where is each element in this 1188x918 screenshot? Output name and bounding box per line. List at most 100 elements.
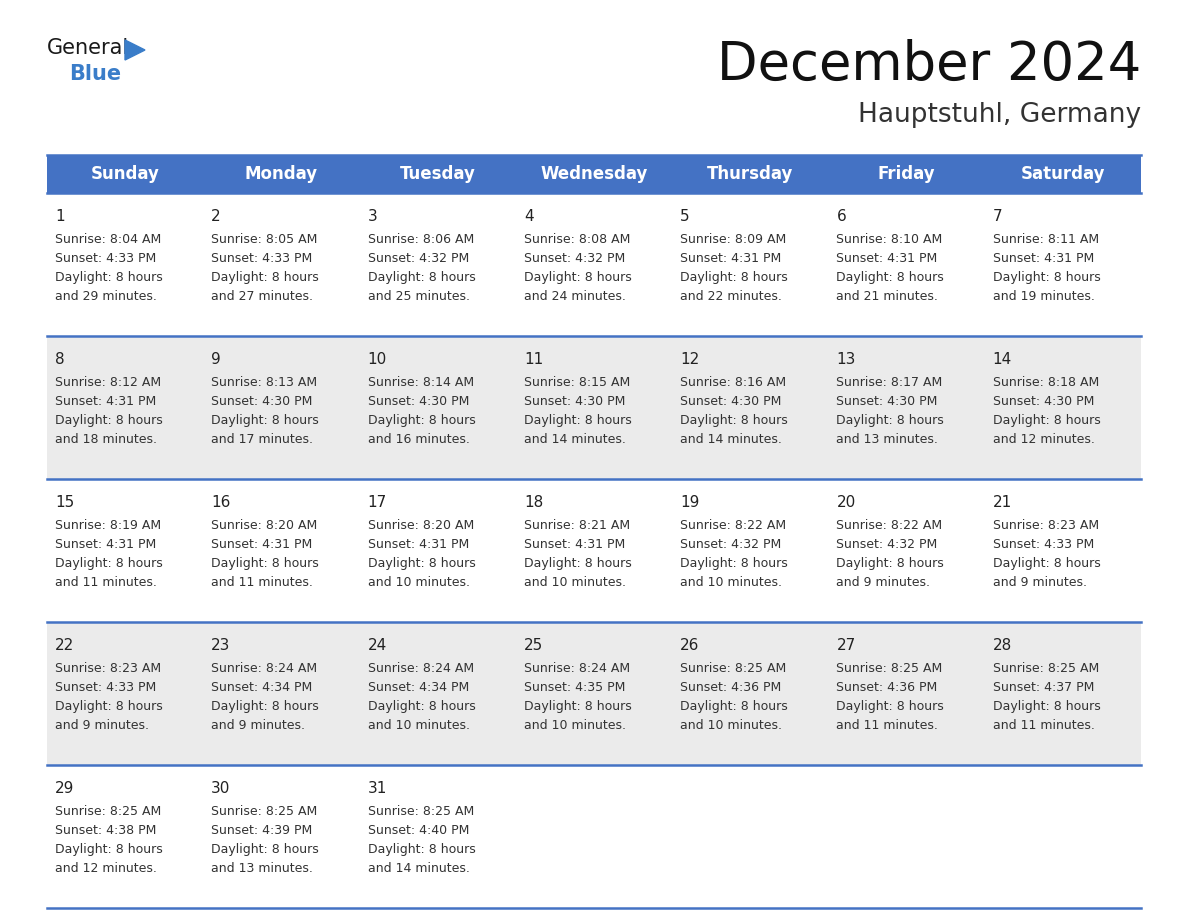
- Text: Sunset: 4:31 PM: Sunset: 4:31 PM: [211, 538, 312, 551]
- Text: and 14 minutes.: and 14 minutes.: [681, 433, 782, 446]
- Bar: [48, 622, 1140, 765]
- Text: Daylight: 8 hours: Daylight: 8 hours: [993, 271, 1100, 284]
- Text: Daylight: 8 hours: Daylight: 8 hours: [55, 414, 163, 427]
- Text: Daylight: 8 hours: Daylight: 8 hours: [836, 271, 944, 284]
- Text: and 13 minutes.: and 13 minutes.: [211, 862, 314, 875]
- Text: Sunrise: 8:25 AM: Sunrise: 8:25 AM: [211, 805, 317, 818]
- Text: 1: 1: [55, 209, 64, 224]
- Text: Daylight: 8 hours: Daylight: 8 hours: [211, 414, 320, 427]
- Text: and 10 minutes.: and 10 minutes.: [367, 719, 469, 732]
- Text: General: General: [48, 38, 129, 58]
- Text: Sunset: 4:31 PM: Sunset: 4:31 PM: [993, 252, 1094, 265]
- Text: Daylight: 8 hours: Daylight: 8 hours: [55, 557, 163, 570]
- Text: 10: 10: [367, 352, 387, 367]
- Text: Daylight: 8 hours: Daylight: 8 hours: [681, 700, 788, 713]
- Text: 26: 26: [681, 638, 700, 653]
- Text: Sunrise: 8:04 AM: Sunrise: 8:04 AM: [55, 233, 162, 246]
- Text: and 9 minutes.: and 9 minutes.: [211, 719, 305, 732]
- Text: and 10 minutes.: and 10 minutes.: [681, 719, 782, 732]
- Text: Sunset: 4:31 PM: Sunset: 4:31 PM: [524, 538, 625, 551]
- Text: Sunrise: 8:21 AM: Sunrise: 8:21 AM: [524, 519, 630, 532]
- Text: and 9 minutes.: and 9 minutes.: [993, 576, 1087, 589]
- Bar: [48, 336, 1140, 479]
- Text: 22: 22: [55, 638, 74, 653]
- Text: and 12 minutes.: and 12 minutes.: [55, 862, 157, 875]
- Text: Sunrise: 8:13 AM: Sunrise: 8:13 AM: [211, 376, 317, 389]
- Text: Daylight: 8 hours: Daylight: 8 hours: [211, 700, 320, 713]
- Text: 8: 8: [55, 352, 64, 367]
- Text: Sunrise: 8:22 AM: Sunrise: 8:22 AM: [836, 519, 942, 532]
- Text: 17: 17: [367, 495, 387, 510]
- Text: and 10 minutes.: and 10 minutes.: [681, 576, 782, 589]
- Text: Sunset: 4:40 PM: Sunset: 4:40 PM: [367, 824, 469, 837]
- Text: Blue: Blue: [69, 64, 121, 84]
- Polygon shape: [125, 40, 145, 60]
- Text: and 10 minutes.: and 10 minutes.: [524, 719, 626, 732]
- Text: Sunrise: 8:15 AM: Sunrise: 8:15 AM: [524, 376, 630, 389]
- Text: Wednesday: Wednesday: [541, 165, 647, 183]
- Text: Sunrise: 8:25 AM: Sunrise: 8:25 AM: [993, 662, 1099, 675]
- Text: Friday: Friday: [878, 165, 935, 183]
- Text: Sunrise: 8:17 AM: Sunrise: 8:17 AM: [836, 376, 943, 389]
- Text: 24: 24: [367, 638, 387, 653]
- Text: Sunset: 4:39 PM: Sunset: 4:39 PM: [211, 824, 312, 837]
- Text: Sunset: 4:36 PM: Sunset: 4:36 PM: [681, 681, 782, 694]
- Text: Daylight: 8 hours: Daylight: 8 hours: [55, 700, 163, 713]
- Text: 18: 18: [524, 495, 543, 510]
- Text: Sunset: 4:30 PM: Sunset: 4:30 PM: [836, 395, 937, 408]
- Text: Daylight: 8 hours: Daylight: 8 hours: [681, 414, 788, 427]
- Text: Sunrise: 8:11 AM: Sunrise: 8:11 AM: [993, 233, 1099, 246]
- Text: Daylight: 8 hours: Daylight: 8 hours: [211, 843, 320, 856]
- Text: 28: 28: [993, 638, 1012, 653]
- Text: Daylight: 8 hours: Daylight: 8 hours: [211, 557, 320, 570]
- Text: Sunrise: 8:25 AM: Sunrise: 8:25 AM: [367, 805, 474, 818]
- Text: Sunset: 4:31 PM: Sunset: 4:31 PM: [55, 538, 157, 551]
- Text: and 11 minutes.: and 11 minutes.: [211, 576, 314, 589]
- Text: Daylight: 8 hours: Daylight: 8 hours: [211, 271, 320, 284]
- Text: 20: 20: [836, 495, 855, 510]
- Text: Daylight: 8 hours: Daylight: 8 hours: [993, 557, 1100, 570]
- Text: Sunrise: 8:24 AM: Sunrise: 8:24 AM: [211, 662, 317, 675]
- Text: Sunset: 4:32 PM: Sunset: 4:32 PM: [836, 538, 937, 551]
- Text: 19: 19: [681, 495, 700, 510]
- Bar: [48, 193, 1140, 336]
- Text: Daylight: 8 hours: Daylight: 8 hours: [367, 843, 475, 856]
- Text: Daylight: 8 hours: Daylight: 8 hours: [681, 271, 788, 284]
- Text: Sunrise: 8:05 AM: Sunrise: 8:05 AM: [211, 233, 317, 246]
- Text: 9: 9: [211, 352, 221, 367]
- Text: 31: 31: [367, 781, 387, 796]
- Text: Daylight: 8 hours: Daylight: 8 hours: [524, 700, 632, 713]
- Text: 23: 23: [211, 638, 230, 653]
- Text: Daylight: 8 hours: Daylight: 8 hours: [836, 414, 944, 427]
- Text: Daylight: 8 hours: Daylight: 8 hours: [367, 700, 475, 713]
- Text: Sunset: 4:31 PM: Sunset: 4:31 PM: [55, 395, 157, 408]
- Text: and 17 minutes.: and 17 minutes.: [211, 433, 314, 446]
- Text: 4: 4: [524, 209, 533, 224]
- Text: Sunrise: 8:06 AM: Sunrise: 8:06 AM: [367, 233, 474, 246]
- Text: Sunrise: 8:10 AM: Sunrise: 8:10 AM: [836, 233, 943, 246]
- Text: 6: 6: [836, 209, 846, 224]
- Text: Sunset: 4:30 PM: Sunset: 4:30 PM: [524, 395, 625, 408]
- Text: and 14 minutes.: and 14 minutes.: [367, 862, 469, 875]
- Bar: [48, 479, 1140, 622]
- Text: Sunrise: 8:22 AM: Sunrise: 8:22 AM: [681, 519, 786, 532]
- Text: Sunrise: 8:12 AM: Sunrise: 8:12 AM: [55, 376, 162, 389]
- Text: 29: 29: [55, 781, 75, 796]
- Text: Sunrise: 8:24 AM: Sunrise: 8:24 AM: [367, 662, 474, 675]
- Text: 5: 5: [681, 209, 690, 224]
- Text: Sunset: 4:32 PM: Sunset: 4:32 PM: [524, 252, 625, 265]
- Text: Sunrise: 8:20 AM: Sunrise: 8:20 AM: [211, 519, 317, 532]
- Text: Sunrise: 8:18 AM: Sunrise: 8:18 AM: [993, 376, 1099, 389]
- Text: Sunrise: 8:25 AM: Sunrise: 8:25 AM: [55, 805, 162, 818]
- Text: Daylight: 8 hours: Daylight: 8 hours: [836, 557, 944, 570]
- Text: December 2024: December 2024: [716, 39, 1140, 91]
- Text: Daylight: 8 hours: Daylight: 8 hours: [55, 843, 163, 856]
- Text: Sunset: 4:30 PM: Sunset: 4:30 PM: [681, 395, 782, 408]
- Text: Sunset: 4:31 PM: Sunset: 4:31 PM: [836, 252, 937, 265]
- Text: 15: 15: [55, 495, 74, 510]
- Text: Daylight: 8 hours: Daylight: 8 hours: [681, 557, 788, 570]
- Text: 30: 30: [211, 781, 230, 796]
- Text: and 16 minutes.: and 16 minutes.: [367, 433, 469, 446]
- Text: Sunset: 4:33 PM: Sunset: 4:33 PM: [211, 252, 312, 265]
- Text: Hauptstuhl, Germany: Hauptstuhl, Germany: [858, 102, 1140, 128]
